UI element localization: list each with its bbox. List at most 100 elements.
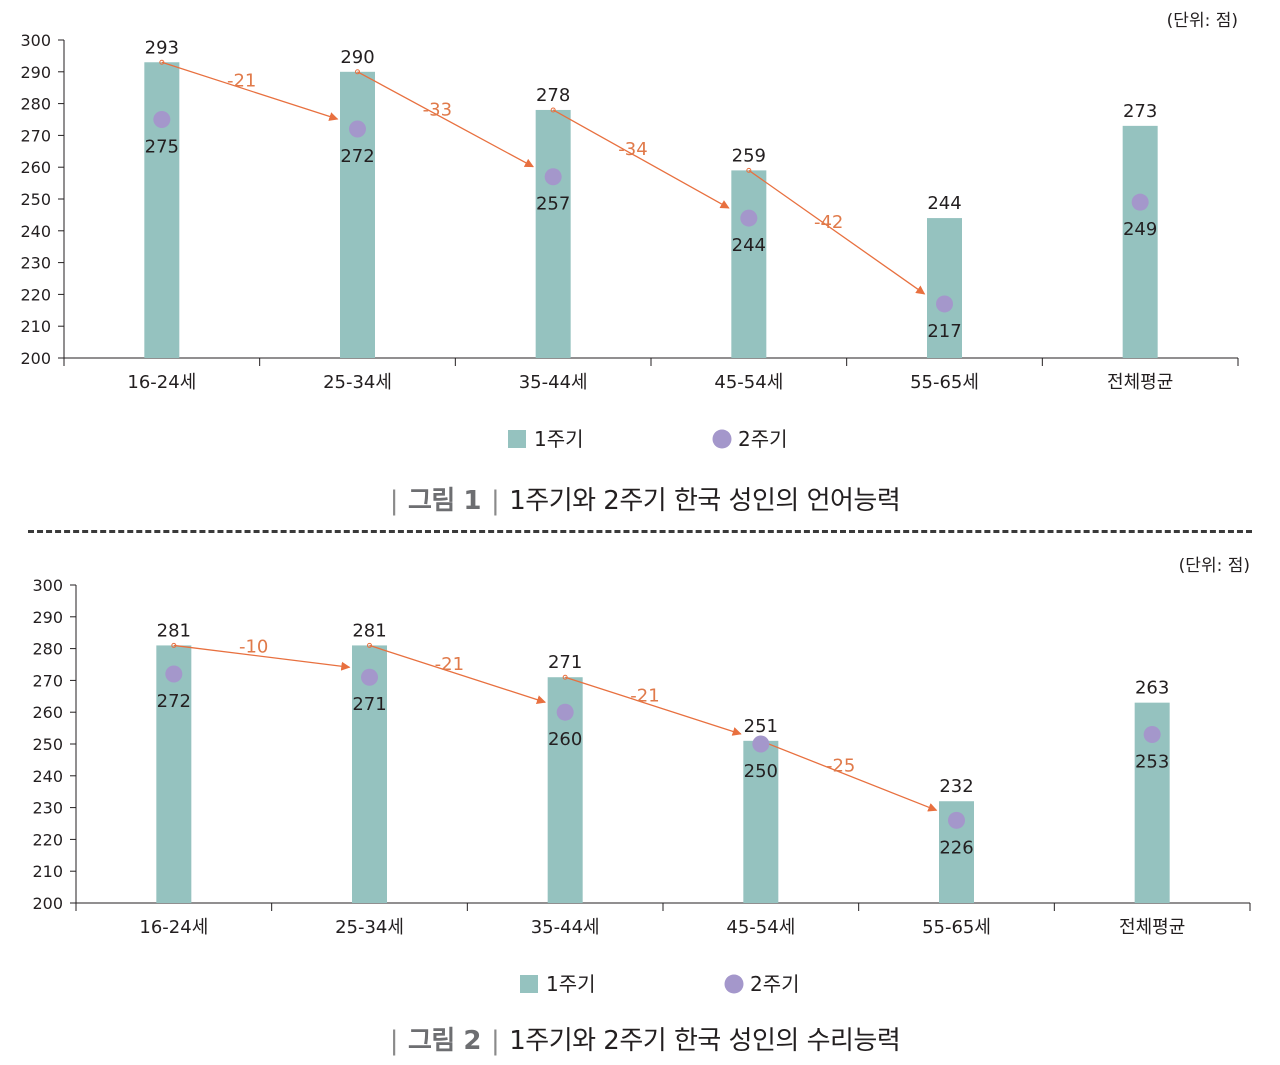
x-tick-label: 전체평균	[1107, 372, 1173, 393]
dot-cycle2	[544, 168, 562, 186]
bar-cycle1	[352, 645, 387, 903]
difference-label: -21	[435, 654, 464, 675]
bar-cycle1	[743, 740, 779, 903]
x-tick-label: 35-44세	[519, 372, 588, 393]
y-tick-label: 220	[32, 830, 63, 849]
x-tick-label: 55-65세	[922, 917, 991, 938]
legend-swatch-cycle1	[520, 975, 538, 993]
figure-2-title: 1주기와 2주기 한국 성인의 수리능력	[509, 1026, 901, 1056]
dot-value-label: 250	[744, 761, 778, 782]
dot-cycle2	[153, 111, 171, 128]
legend: 1주기 2주기	[508, 427, 788, 451]
dot-value-label: 249	[1123, 219, 1157, 240]
y-tick-label: 220	[20, 285, 51, 304]
dot-value-label: 260	[548, 729, 582, 750]
difference-label: -33	[423, 99, 452, 120]
caption-separator: |	[389, 1026, 399, 1056]
bar-value-label: 293	[145, 37, 179, 58]
x-tick-label: 55-65세	[910, 372, 979, 393]
y-tick-label: 260	[20, 158, 51, 177]
arrow-origin-dot	[550, 107, 556, 113]
dot-cycle2	[165, 665, 183, 683]
dot-value-label: 257	[536, 194, 570, 215]
bar-cycle1	[144, 62, 180, 358]
figure-2-caption: | 그림 2 | 1주기와 2주기 한국 성인의 수리능력	[0, 1020, 1280, 1057]
dot-cycle2	[361, 668, 378, 686]
change-arrow	[173, 644, 351, 671]
legend: 1주기 2주기	[520, 972, 800, 996]
figure-1-title: 1주기와 2주기 한국 성인의 언어능력	[509, 486, 901, 516]
difference-label: -34	[618, 139, 647, 160]
x-tick-label: 16-24세	[127, 372, 196, 393]
change-arrow	[564, 676, 742, 736]
dot-cycle2	[936, 295, 953, 313]
dot-cycle2	[740, 209, 758, 227]
y-tick-label: 280	[20, 95, 51, 114]
y-tick-label: 210	[32, 862, 63, 881]
dot-value-label: 275	[145, 137, 179, 158]
legend-swatch-cycle2	[712, 429, 732, 449]
bar-value-label: 251	[744, 716, 778, 737]
bar-cycle1	[340, 71, 375, 359]
y-tick-label: 210	[20, 317, 51, 336]
difference-label: -42	[814, 212, 843, 233]
y-tick-label: 260	[32, 703, 63, 722]
x-tick-label: 25-34세	[323, 372, 392, 393]
change-arrow	[760, 740, 938, 812]
change-arrow	[357, 71, 534, 168]
difference-label: -25	[826, 756, 855, 777]
legend-swatch-cycle1	[508, 430, 526, 448]
legend-label-cycle2: 2주기	[750, 972, 800, 996]
dashed-divider	[28, 530, 1252, 533]
language-skills-chart: (단위: 점) 200 210 220 230 240 250 260 270 280 290 300…	[20, 11, 1239, 451]
y-tick-label: 300	[20, 31, 51, 50]
legend-label-cycle2: 2주기	[738, 427, 788, 451]
x-tick-label: 45-54세	[726, 917, 795, 938]
figure-2-number: 그림 2	[407, 1026, 481, 1056]
dot-value-label: 253	[1135, 751, 1169, 772]
dot-value-label: 271	[352, 694, 386, 715]
difference-label: -21	[630, 686, 659, 707]
change-arrow	[161, 61, 339, 121]
dot-cycle2	[752, 735, 770, 753]
x-tick-label: 35-44세	[531, 917, 600, 938]
dot-value-label: 272	[340, 146, 374, 167]
y-tick-label: 300	[32, 576, 63, 595]
dot-cycle2	[556, 703, 574, 721]
figure-1-number: 그림 1	[407, 486, 481, 516]
y-tick-label: 290	[20, 63, 51, 82]
dot-value-label: 226	[939, 837, 973, 858]
y-tick-label: 250	[20, 190, 51, 209]
y-tick-label: 200	[20, 349, 51, 368]
y-tick-label: 250	[32, 735, 63, 754]
dot-cycle2	[1131, 193, 1149, 211]
bar-value-label: 244	[927, 193, 961, 214]
bar-value-label: 278	[536, 85, 570, 106]
y-tick-label: 200	[32, 894, 63, 913]
numeracy-skills-chart: (단위: 점) 200 210 220 230 240 250 260 270 280 290 300…	[32, 556, 1251, 996]
dot-value-label: 217	[927, 321, 961, 342]
bar-value-label: 281	[157, 620, 191, 641]
y-tick-label: 240	[20, 222, 51, 241]
figure-1-caption: | 그림 1 | 1주기와 2주기 한국 성인의 언어능력	[0, 480, 1280, 517]
x-tick-label: 25-34세	[335, 917, 404, 938]
dot-value-label: 244	[732, 235, 766, 256]
bar-value-label: 273	[1123, 101, 1157, 122]
unit-label: (단위: 점)	[1179, 556, 1250, 576]
y-tick-label: 280	[32, 640, 63, 659]
difference-label: -21	[227, 71, 256, 92]
legend-label-cycle1: 1주기	[534, 427, 584, 451]
bar-cycle1	[156, 645, 192, 903]
arrow-origin-dot	[355, 69, 360, 75]
caption-separator: |	[389, 486, 399, 516]
dot-value-label: 272	[157, 691, 191, 712]
y-tick-label: 290	[32, 608, 63, 627]
dot-cycle2	[349, 120, 366, 138]
change-arrow	[369, 644, 547, 705]
bar-value-label: 263	[1135, 678, 1169, 699]
y-tick-label: 270	[32, 671, 63, 690]
arrow-origin-dot	[746, 167, 752, 173]
y-tick-label: 240	[32, 767, 63, 786]
bar-value-label: 232	[939, 776, 973, 797]
